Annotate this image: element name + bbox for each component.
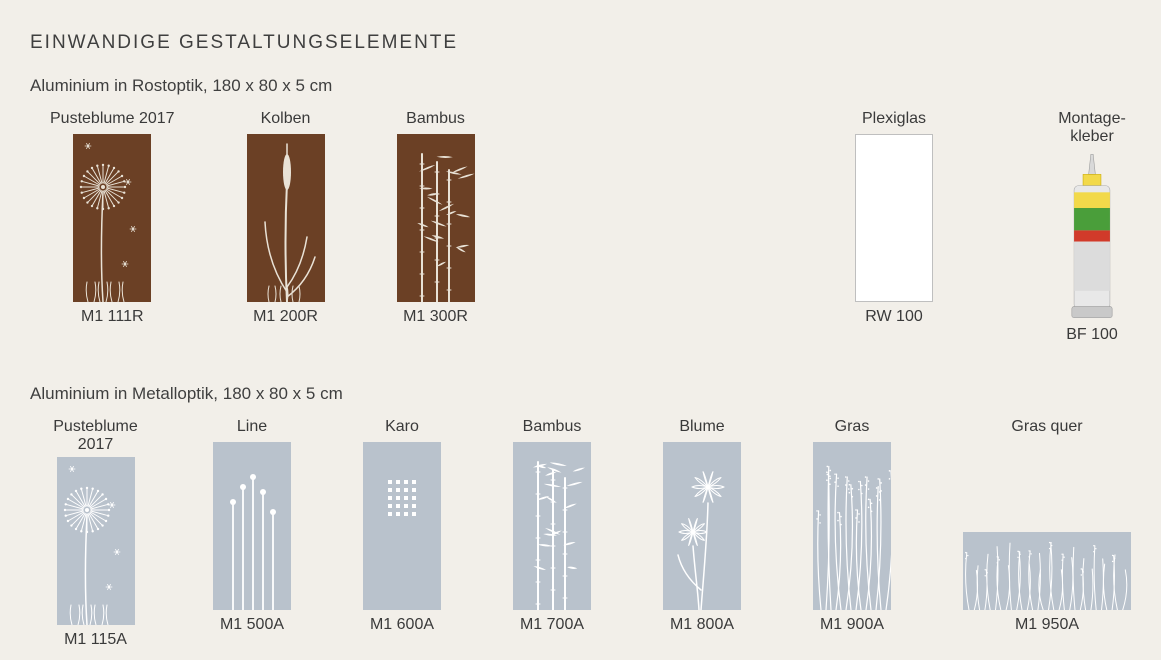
product-code: M1 800A: [670, 616, 734, 634]
product-item: Kolben M1 200R: [247, 110, 325, 326]
product-title: Gras quer: [1011, 418, 1082, 438]
product-title: Bambus: [523, 418, 582, 438]
product-panel: [513, 442, 591, 610]
product-title: Pusteblume 2017: [50, 418, 141, 453]
extra-code: RW 100: [865, 308, 923, 326]
product-code: M1 200R: [253, 308, 318, 326]
adhesive-tube: [1053, 152, 1131, 320]
product-item: Karo M1 600A: [363, 418, 441, 634]
product-panel: [73, 134, 151, 302]
product-panel: [813, 442, 891, 610]
product-code: M1 600A: [370, 616, 434, 634]
page-heading: EINWANDIGE GESTALTUNGSELEMENTE: [30, 32, 1131, 54]
product-panel: [663, 442, 741, 610]
product-item: Bambus M1 700A: [513, 418, 591, 634]
section2-row: Pusteblume 2017 M1 115A Line M1 500A Karo M1 …: [30, 418, 1131, 649]
product-code: M1 500A: [220, 616, 284, 634]
product-code: M1 950A: [1015, 616, 1079, 634]
section2-subtitle: Aluminium in Metalloptik, 180 x 80 x 5 c…: [30, 384, 1131, 404]
product-title: Bambus: [406, 110, 465, 130]
product-code: M1 300R: [403, 308, 468, 326]
product-code: M1 111R: [81, 308, 144, 326]
product-item: Pusteblume 2017 M1 111R: [50, 110, 175, 326]
section1-row: Pusteblume 2017 M1 111R Kolben M1 200R Bambu…: [30, 110, 1131, 344]
product-item: Pusteblume 2017 M1 115A: [50, 418, 141, 649]
product-item: Gras quer M1 950A: [963, 418, 1131, 634]
product-title: Karo: [385, 418, 419, 438]
product-item: Bambus M1 300R: [397, 110, 475, 326]
product-title: Blume: [679, 418, 724, 438]
extra-title: Plexiglas: [862, 110, 926, 130]
product-panel: [963, 532, 1131, 610]
product-code: M1 900A: [820, 616, 884, 634]
extra-code: BF 100: [1066, 326, 1118, 344]
product-panel: [213, 442, 291, 610]
product-title: Kolben: [261, 110, 311, 130]
plexiglas-panel: [855, 134, 933, 302]
product-item: Gras M1 900A: [813, 418, 891, 634]
product-item: Blume M1 800A: [663, 418, 741, 634]
product-panel: [57, 457, 135, 625]
product-panel: [363, 442, 441, 610]
product-title: Pusteblume 2017: [50, 110, 175, 130]
product-code: M1 115A: [64, 631, 127, 649]
product-panel: [247, 134, 325, 302]
extra-item: Plexiglas RW 100: [855, 110, 933, 326]
product-item: Line M1 500A: [213, 418, 291, 634]
product-code: M1 700A: [520, 616, 584, 634]
product-title: Line: [237, 418, 267, 438]
product-title: Gras: [835, 418, 870, 438]
extra-title: Montage-kleber: [1058, 110, 1126, 148]
extra-item: Montage-kleber BF 100: [1053, 110, 1131, 344]
section1-subtitle: Aluminium in Rostoptik, 180 x 80 x 5 cm: [30, 76, 1131, 96]
product-panel: [397, 134, 475, 302]
